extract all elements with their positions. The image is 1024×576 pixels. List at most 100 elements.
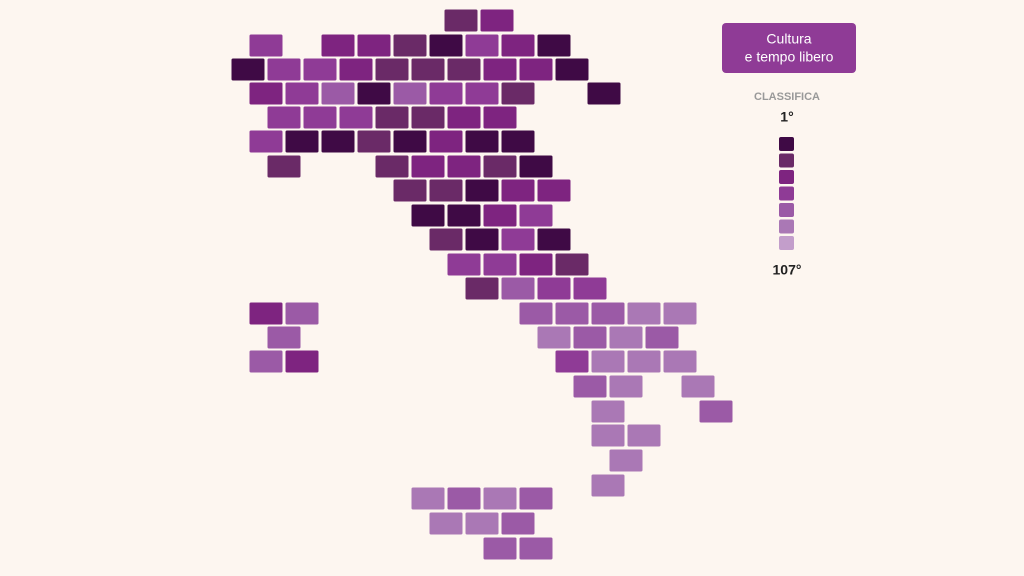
province-tile [356, 33, 392, 58]
province-tile [443, 8, 479, 33]
province-tile [410, 486, 446, 511]
province-tile [284, 349, 320, 374]
province-tile [662, 349, 698, 374]
province-tile [356, 129, 392, 154]
province-tile [590, 349, 626, 374]
province-tile [662, 301, 698, 326]
province-tile [590, 423, 626, 448]
province-tile [554, 349, 590, 374]
province-tile [536, 178, 572, 203]
province-tile [446, 154, 482, 179]
province-tile [428, 33, 464, 58]
province-tile [554, 252, 590, 277]
province-tile [554, 57, 590, 82]
province-tile [284, 129, 320, 154]
province-tile [320, 33, 356, 58]
province-tile [572, 325, 608, 350]
province-tile [464, 178, 500, 203]
province-tile [266, 105, 302, 130]
province-tile [320, 129, 356, 154]
province-tile [536, 33, 572, 58]
legend-label: CLASSIFICA [754, 91, 820, 103]
province-tile [536, 276, 572, 301]
province-tile [464, 33, 500, 58]
province-tile [428, 227, 464, 252]
province-tile [500, 129, 536, 154]
province-tile [248, 129, 284, 154]
province-tile [500, 276, 536, 301]
province-tile [302, 57, 338, 82]
province-tile [464, 81, 500, 106]
province-tile [284, 81, 320, 106]
legend-swatch [779, 203, 794, 217]
province-tile [446, 57, 482, 82]
legend-swatch [779, 186, 794, 201]
province-tile [554, 301, 590, 326]
title-box [722, 23, 856, 73]
province-tile [518, 486, 554, 511]
province-tile [482, 252, 518, 277]
province-tile [356, 81, 392, 106]
province-tile [590, 473, 626, 498]
province-tile [410, 203, 446, 228]
province-tile [572, 276, 608, 301]
province-tile [482, 203, 518, 228]
province-tile [680, 374, 716, 399]
province-tile [446, 252, 482, 277]
province-tile [698, 399, 734, 424]
province-tile [446, 486, 482, 511]
province-tile [518, 301, 554, 326]
province-tile [338, 105, 374, 130]
province-tile [479, 8, 515, 33]
province-tile [626, 349, 662, 374]
title-line: Cultura [766, 31, 811, 47]
province-tile [266, 57, 302, 82]
legend-swatch [779, 153, 794, 168]
province-tile [248, 349, 284, 374]
legend-swatch [779, 170, 794, 184]
province-tile [500, 178, 536, 203]
province-tile [374, 105, 410, 130]
province-tile [428, 129, 464, 154]
province-tile [500, 81, 536, 106]
province-tile [590, 301, 626, 326]
province-tile [320, 81, 356, 106]
province-tile [626, 301, 662, 326]
province-tile [518, 252, 554, 277]
province-tile [374, 154, 410, 179]
province-tile [482, 105, 518, 130]
legend-bottom: 107° [773, 262, 802, 278]
province-tile [518, 154, 554, 179]
province-tile [464, 511, 500, 536]
province-tile [626, 423, 662, 448]
province-tile [586, 81, 622, 106]
legend-top: 1° [780, 109, 793, 125]
province-tile [536, 227, 572, 252]
province-tile [608, 374, 644, 399]
province-tile [374, 57, 410, 82]
province-tile [392, 33, 428, 58]
province-tile [500, 33, 536, 58]
province-tile [428, 81, 464, 106]
province-tile [482, 57, 518, 82]
province-tile [536, 325, 572, 350]
legend-swatch [779, 236, 794, 250]
province-tile [428, 178, 464, 203]
legend-swatch [779, 137, 794, 151]
province-tile [446, 203, 482, 228]
province-tile [518, 203, 554, 228]
province-tile [590, 399, 626, 424]
province-tile [482, 536, 518, 561]
province-tile [248, 33, 284, 58]
province-tile [608, 448, 644, 473]
province-tile [482, 154, 518, 179]
title-line: e tempo libero [745, 49, 834, 65]
province-tile [338, 57, 374, 82]
province-tile [482, 486, 518, 511]
province-tile [446, 105, 482, 130]
province-tile [392, 81, 428, 106]
province-tile [500, 511, 536, 536]
province-tile [284, 301, 320, 326]
province-tile [248, 301, 284, 326]
